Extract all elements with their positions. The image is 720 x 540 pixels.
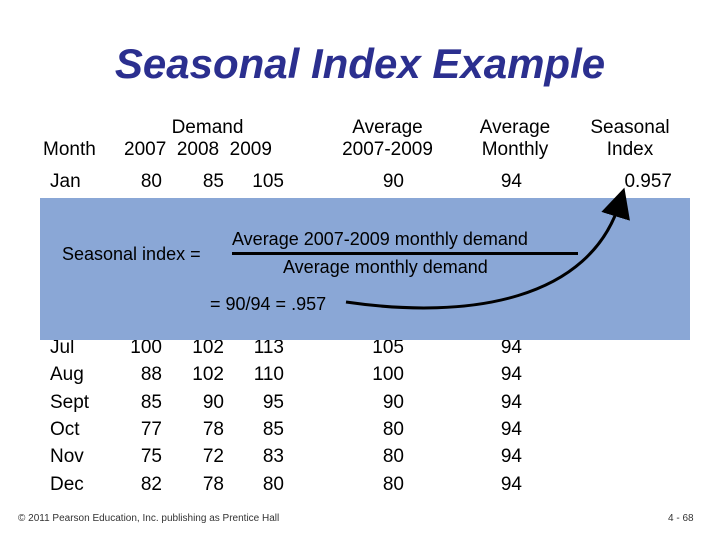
value-2007: 82	[140, 474, 162, 495]
value-monthly: 94	[500, 419, 522, 440]
value-monthly: 94	[500, 171, 522, 192]
formula-numerator: Average 2007-2009 monthly demand	[232, 229, 528, 249]
header-average-monthly-2: Monthly	[481, 139, 549, 160]
value-2009: 83	[262, 446, 284, 467]
value-2007: 75	[140, 446, 162, 467]
value-monthly: 94	[500, 364, 522, 385]
value-monthly: 94	[500, 337, 522, 358]
value-monthly: 94	[500, 446, 522, 467]
copyright-notice: © 2011 Pearson Education, Inc. publishin…	[18, 513, 280, 524]
value-2009: 95	[262, 392, 284, 413]
value-2007: 88	[140, 364, 162, 385]
month-cell: Jul	[50, 337, 75, 358]
value-average: 100	[372, 364, 404, 385]
value-2008: 102	[192, 337, 224, 358]
header-month: Month	[43, 139, 96, 160]
fraction-bar	[232, 252, 578, 255]
month-cell: Jan	[50, 171, 81, 192]
value-2009: 113	[253, 337, 284, 358]
month-cell: Oct	[50, 419, 80, 440]
value-average: 90	[382, 171, 404, 192]
month-cell: Dec	[50, 474, 84, 495]
value-monthly: 94	[500, 392, 522, 413]
value-2007: 85	[140, 392, 162, 413]
header-average: Average	[352, 117, 423, 138]
value-index: 0.957	[624, 171, 672, 192]
value-2008: 85	[202, 171, 224, 192]
header-seasonal-2: Index	[606, 139, 654, 160]
value-2008: 102	[192, 364, 224, 385]
month-cell: Aug	[50, 364, 84, 385]
value-average: 105	[372, 337, 404, 358]
value-2007: 100	[130, 337, 162, 358]
month-cell: Nov	[50, 446, 84, 467]
value-2009: 110	[253, 364, 284, 385]
header-average-monthly-1: Average	[479, 117, 551, 138]
header-demand: Demand	[171, 117, 244, 138]
slide-title: Seasonal Index Example	[114, 40, 606, 87]
month-cell: Sept	[50, 392, 90, 413]
value-2008: 90	[202, 392, 224, 413]
value-2009: 105	[252, 171, 284, 192]
value-average: 80	[382, 419, 404, 440]
formula-result: = 90/94 = .957	[210, 294, 327, 314]
header-average-range: 2007-2009	[342, 139, 433, 160]
value-2007: 80	[140, 171, 162, 192]
value-monthly: 94	[500, 474, 522, 495]
value-average: 80	[382, 446, 404, 467]
value-2009: 80	[262, 474, 284, 495]
header-years: 2007 2008 2009	[124, 139, 272, 160]
value-2008: 72	[202, 446, 224, 467]
formula-lhs: Seasonal index =	[62, 244, 201, 264]
value-2008: 78	[202, 474, 224, 495]
header-seasonal-1: Seasonal	[590, 117, 670, 138]
value-2009: 85	[262, 419, 284, 440]
value-2007: 77	[140, 419, 162, 440]
value-average: 90	[382, 392, 404, 413]
formula-denominator: Average monthly demand	[283, 257, 488, 277]
value-average: 80	[382, 474, 404, 495]
page-number: 4 - 68	[668, 513, 694, 524]
value-2008: 78	[202, 419, 224, 440]
